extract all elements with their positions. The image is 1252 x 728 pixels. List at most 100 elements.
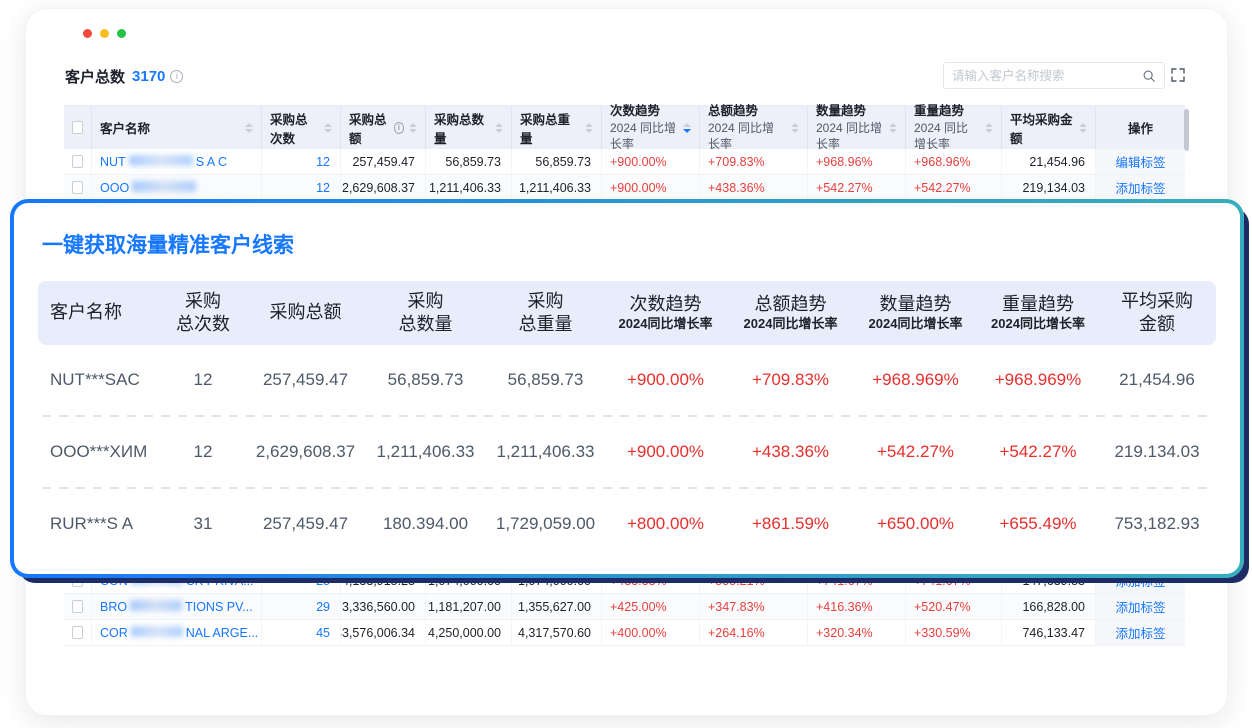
sort-icon[interactable] (245, 122, 253, 133)
select-all-checkbox[interactable] (72, 121, 83, 134)
trend-cell: +968.96% (906, 149, 1002, 174)
sort-icon[interactable] (889, 122, 897, 133)
blurred-name (130, 573, 183, 585)
trend-cell: +330.59% (906, 620, 1002, 645)
trend-cell: +709.83% (700, 149, 808, 174)
row-checkbox[interactable] (72, 600, 83, 613)
trend-cell: +555.21% (700, 568, 808, 593)
info-icon[interactable]: i (170, 70, 184, 83)
row-checkbox[interactable] (72, 626, 83, 639)
col-purchase-qty[interactable]: 采购总数量 (426, 106, 512, 149)
customer-name-link[interactable]: OOO (100, 180, 199, 195)
add-tag-link[interactable]: 添加标签 (1115, 627, 1166, 641)
table-scrollbar[interactable] (1184, 109, 1189, 151)
search-input[interactable] (952, 68, 1142, 83)
col-trend-weight[interactable]: 重量趋势 2024 同比增长率 (906, 104, 1002, 151)
ov-col-purchase-weight: 采购 总重量 (518, 290, 573, 334)
sort-icon-active[interactable] (683, 122, 691, 133)
col-trend-amount[interactable]: 总额趋势 2024 同比增长率 (700, 104, 808, 151)
blurred-name (130, 625, 183, 637)
dashed-divider (42, 487, 1212, 489)
col-purchase-weight[interactable]: 采购总重量 (512, 106, 602, 149)
col-purchase-count[interactable]: 采购总次数 (262, 106, 341, 149)
purchase-count-link[interactable]: 45 (316, 625, 330, 640)
weight-cell: 1,211,406.33 (512, 175, 602, 200)
window-controls (83, 29, 126, 38)
amount-cell: 3,336,560.00 (341, 594, 426, 619)
table-row: NUT S A C 12 257,459.47 56,859.73 56,859.… (64, 149, 1185, 175)
customer-name-link[interactable]: BRO TIONS PV... (100, 599, 253, 614)
sort-icon[interactable] (985, 122, 993, 133)
page-title: 客户总数 (65, 69, 126, 86)
trend-cell: +542.27% (808, 175, 906, 200)
qty-cell: 4,250,000.00 (426, 620, 512, 645)
row-checkbox[interactable] (72, 155, 83, 168)
trend-cell: +347.83% (700, 594, 808, 619)
ov-customer-name: RUR***S A (50, 514, 134, 533)
col-actions: 操作 (1127, 122, 1153, 136)
info-icon[interactable]: i (393, 121, 404, 134)
table-rows-bottom: CON CK PRIVA... 28 4,133,915.23 1,074,000… (64, 568, 1185, 646)
purchase-count-link[interactable]: 28 (316, 573, 330, 588)
add-tag-link[interactable]: 添加标签 (1115, 601, 1166, 615)
blurred-name (128, 154, 193, 166)
fullscreen-icon[interactable] (1170, 67, 1186, 83)
weight-cell: 56,859.73 (512, 149, 602, 174)
amount-cell: 33,576,006.34 (341, 620, 426, 645)
overlay-row: OOO***ХИМ 12 2,629,608.37 1,211,406.33 1… (38, 417, 1216, 487)
blurred-name (130, 599, 183, 611)
col-trend-qty[interactable]: 数量趋势 2024 同比增长率 (808, 104, 906, 151)
sort-icon[interactable] (495, 122, 503, 133)
trend-cell: +542.27% (906, 175, 1002, 200)
ov-col-average-amount: 平均采购 金额 (1121, 290, 1193, 334)
amount-cell: 257,459.47 (341, 149, 426, 174)
promo-title: 一键获取海量精准客户线索 (42, 234, 294, 257)
sort-icon[interactable] (1079, 122, 1087, 133)
minimize-window-icon[interactable] (100, 29, 109, 38)
search-icon[interactable] (1142, 69, 1156, 83)
maximize-window-icon[interactable] (117, 29, 126, 38)
customer-name-link[interactable]: NUT S A C (100, 154, 227, 169)
weight-cell: 1,355,627.00 (512, 594, 602, 619)
purchase-count-link[interactable]: 12 (316, 180, 330, 195)
trend-cell: +438.36% (700, 175, 808, 200)
col-trend-count[interactable]: 次数趋势 2024 同比增长率 (602, 104, 700, 151)
dashed-divider (42, 415, 1212, 417)
add-tag-link[interactable]: 添加标签 (1115, 182, 1166, 196)
avg-cell: 21,454.96 (1002, 149, 1096, 174)
qty-cell: 1,181,207.00 (426, 594, 512, 619)
col-average-amount[interactable]: 平均采购金额 (1002, 106, 1096, 149)
ov-col-customer-name: 客户名称 (50, 302, 122, 323)
sort-icon[interactable] (791, 122, 799, 133)
col-customer-name[interactable]: 客户名称 (92, 106, 262, 149)
sort-icon[interactable] (324, 122, 332, 133)
customer-search (943, 62, 1165, 89)
trend-cell: +416.36% (808, 594, 906, 619)
avg-cell: 219,134.03 (1002, 175, 1096, 200)
trend-cell: +320.34% (808, 620, 906, 645)
close-window-icon[interactable] (83, 29, 92, 38)
trend-cell: +741.67% (906, 568, 1002, 593)
ov-col-trend-count: 次数趋势 2024同比增长率 (618, 293, 713, 332)
trend-cell: +900.00% (602, 149, 700, 174)
trend-cell: +264.16% (700, 620, 808, 645)
qty-cell: 1,074,000.00 (426, 568, 512, 593)
promo-overlay-card: 一键获取海量精准客户线索 客户名称 采购 总次数 采购总额 采购 总数量 采购 总重量… (10, 199, 1244, 578)
ov-col-purchase-count: 采购 总次数 (176, 290, 230, 334)
sort-icon[interactable] (585, 122, 593, 133)
row-checkbox[interactable] (72, 181, 83, 194)
avg-cell: 147,639.83 (1002, 568, 1096, 593)
col-purchase-amount[interactable]: 采购总额 i (341, 106, 426, 149)
add-tag-link[interactable]: 添加标签 (1115, 575, 1166, 589)
qty-cell: 1,211,406.33 (426, 175, 512, 200)
sort-icon[interactable] (409, 122, 417, 133)
customer-name-link[interactable]: CON CK PRIVA... (100, 573, 254, 588)
ov-col-purchase-amount: 采购总额 (269, 302, 342, 323)
purchase-count-link[interactable]: 12 (316, 154, 330, 169)
purchase-count-link[interactable]: 29 (316, 599, 330, 614)
row-checkbox[interactable] (72, 574, 83, 587)
ov-col-trend-weight: 重量趋势 2024同比增长率 (991, 293, 1085, 332)
trend-cell: +425.00% (602, 594, 700, 619)
edit-tag-link[interactable]: 编辑标签 (1115, 156, 1166, 170)
customer-name-link[interactable]: COR NAL ARGE... (100, 625, 259, 640)
